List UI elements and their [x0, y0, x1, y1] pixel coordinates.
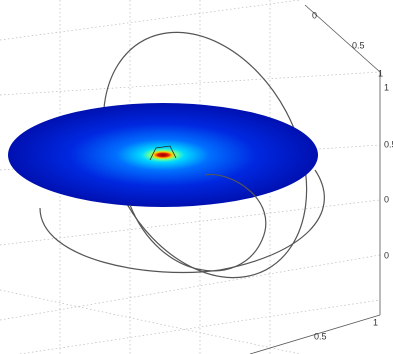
tick-label: 1	[384, 82, 389, 92]
tick-label: 1	[373, 317, 378, 327]
ring	[39, 169, 325, 274]
disk	[8, 103, 318, 207]
tick-label: 0	[312, 10, 317, 20]
ring	[129, 173, 267, 272]
tick-label: 0.5	[384, 139, 393, 149]
tick-label: 0	[384, 250, 389, 260]
tick-label: 1	[378, 68, 383, 78]
tick-label: 0	[384, 194, 389, 204]
contour	[149, 145, 177, 161]
tick-label: 0.5	[314, 331, 327, 341]
tick-label: 0.5	[352, 40, 365, 50]
axis-box	[249, 4, 381, 354]
